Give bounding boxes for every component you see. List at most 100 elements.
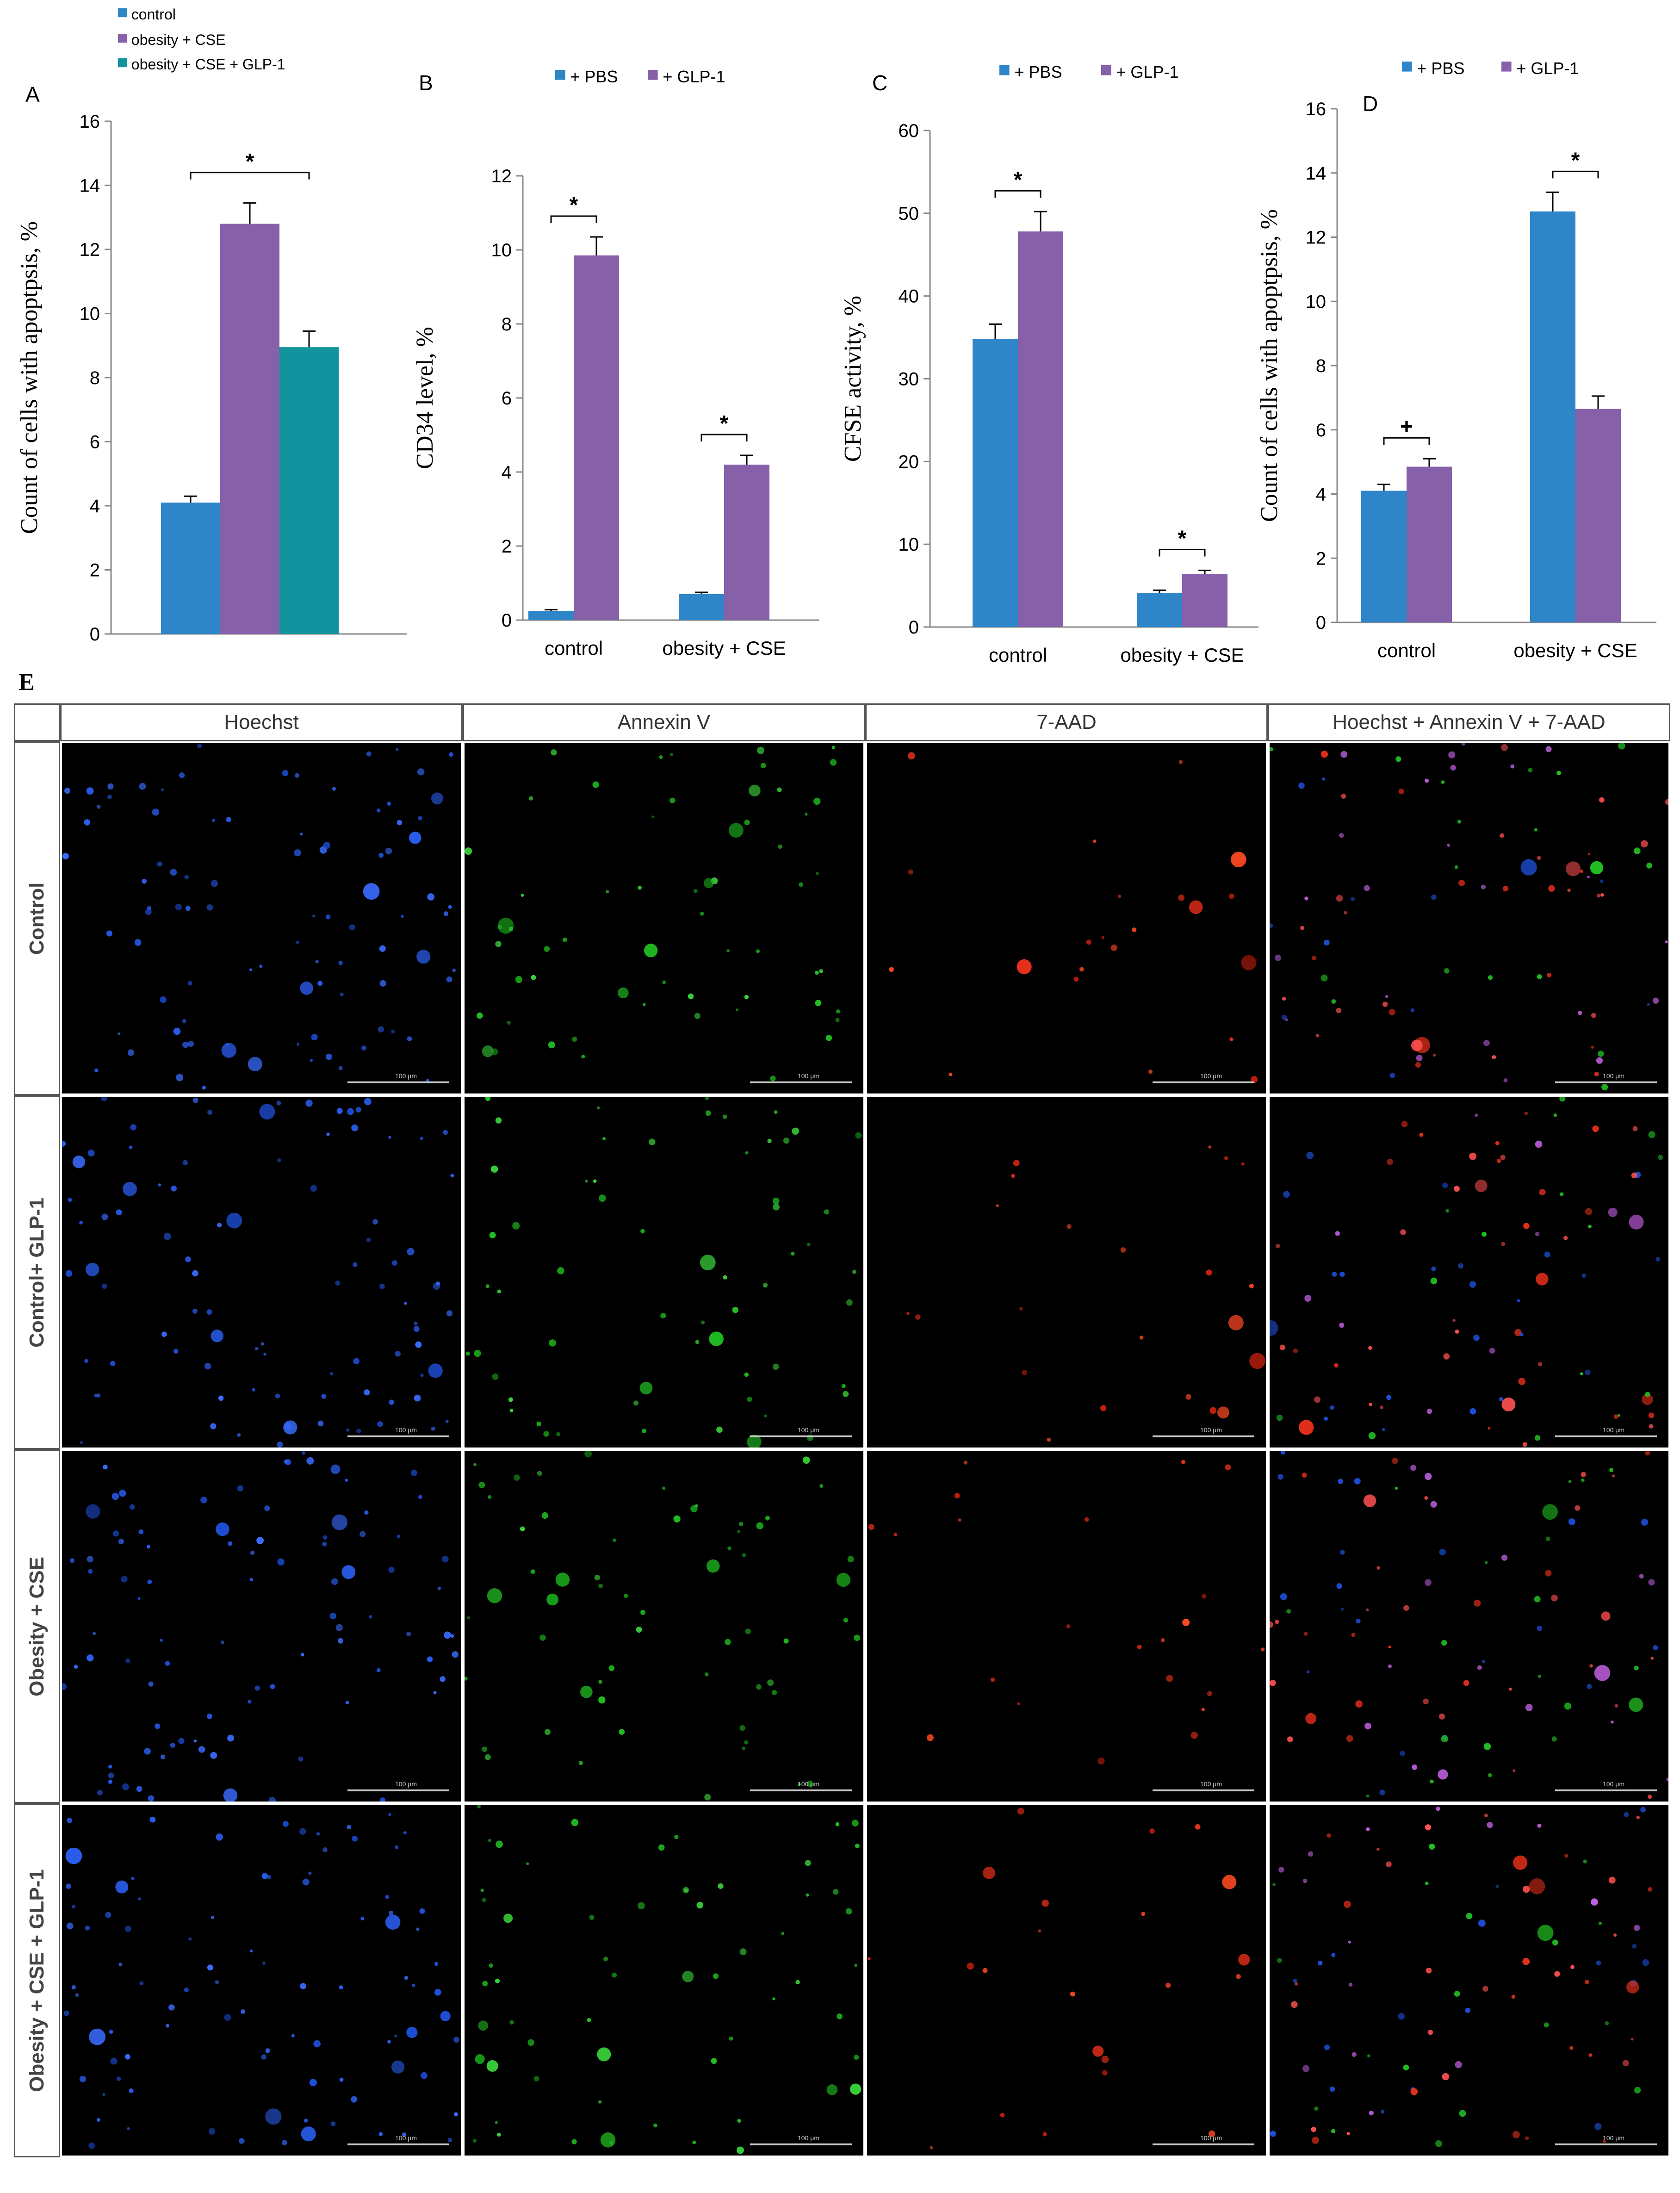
cell-dot: [1587, 1684, 1592, 1690]
cell-dot: [598, 1194, 606, 1202]
cell-dot: [1454, 1991, 1460, 1997]
cell-dot: [1636, 1815, 1640, 1820]
cell-dot: [845, 1908, 852, 1915]
cell-dot: [447, 2137, 453, 2143]
cell-dot: [1224, 1156, 1228, 1161]
cell-dot: [1631, 1172, 1637, 1179]
cell-dot: [756, 949, 760, 953]
cell-dot: [353, 1262, 358, 1267]
cell-dot: [376, 1668, 381, 1672]
cell-dot: [659, 755, 663, 759]
y-tick-label: 4: [1316, 485, 1326, 505]
cell-dot: [486, 2060, 498, 2072]
cell-dot: [541, 1512, 548, 1519]
cell-dot: [448, 905, 452, 909]
cell-dot: [584, 1451, 592, 1458]
cell-dot: [1594, 1665, 1611, 1681]
cell-dot: [1270, 747, 1274, 752]
cell-dot: [1444, 968, 1450, 974]
cell-dot: [322, 1847, 328, 1852]
cell-dot: [418, 816, 422, 821]
cell-dot: [445, 1419, 449, 1423]
cell-dot: [325, 914, 331, 919]
cell-dot: [1410, 2088, 1418, 2095]
cell-dot: [296, 1043, 299, 1046]
significance-marker: +: [1400, 415, 1413, 439]
cell-dot: [1315, 1033, 1320, 1037]
cell-dot: [1551, 1736, 1557, 1742]
cell-dot: [305, 1100, 313, 1107]
cell-dot: [301, 2126, 316, 2142]
cell-dot: [1538, 1362, 1543, 1367]
cell-dot: [1634, 1925, 1640, 1931]
cell-dot: [806, 1780, 813, 1787]
cell-dot: [515, 976, 522, 983]
micrograph: 100 μm: [465, 1097, 863, 1448]
cell-dot: [170, 1742, 175, 1748]
bar: [1182, 574, 1227, 627]
scale-bar-label: 100 μm: [1603, 1072, 1624, 1080]
legend-label: + GLP-1: [1516, 59, 1579, 78]
cell-dot: [1495, 1141, 1500, 1146]
cell-dot: [1300, 926, 1305, 930]
cell-dot: [401, 915, 404, 918]
cell-dot: [347, 1108, 354, 1115]
cell-dot: [781, 1932, 785, 1935]
cell-dot: [598, 1680, 602, 1684]
cell-dot: [548, 1041, 555, 1049]
cell-dot: [1294, 1982, 1298, 1986]
cell-dot: [173, 1348, 179, 1354]
cell-dot: [379, 945, 386, 952]
cell-dot: [1398, 789, 1404, 795]
cell-dot: [1287, 1736, 1293, 1742]
cell-dot: [67, 1818, 73, 1823]
cell-dot: [96, 1393, 101, 1398]
cell-dot: [168, 2004, 175, 2011]
cell-dot: [799, 882, 804, 887]
cell-dot: [129, 1145, 133, 1149]
cell-dot: [1534, 828, 1537, 832]
cell-dot: [397, 1534, 401, 1538]
bar: [1530, 211, 1575, 622]
cell-dot: [760, 763, 766, 769]
cell-dot: [1436, 1807, 1440, 1811]
cell-dot: [954, 1493, 960, 1498]
y-tick-label: 0: [90, 624, 100, 645]
y-tick-label: 40: [899, 286, 919, 307]
cell-dot: [127, 1049, 134, 1056]
cell-dot: [1537, 974, 1542, 979]
cell-dot: [394, 2034, 397, 2038]
cell-dot: [480, 1889, 484, 1892]
cell-dot: [1276, 1414, 1283, 1421]
cell-dot: [1523, 1223, 1530, 1229]
cell-dot: [1019, 1307, 1023, 1311]
legend-label: + PBS: [1014, 62, 1062, 81]
cell-dot: [1590, 861, 1604, 875]
cell-dot: [259, 1104, 275, 1120]
cell-dot: [331, 1514, 347, 1530]
cell-dot: [1529, 1878, 1545, 1895]
cell-dot: [347, 1825, 352, 1830]
cell-dot: [1524, 1112, 1528, 1115]
scale-bar: [347, 2143, 449, 2145]
cell-dot: [1588, 1224, 1592, 1229]
cell-dot: [1302, 1472, 1307, 1478]
cell-dot: [1286, 1609, 1291, 1614]
cell-dot: [158, 1183, 161, 1187]
cell-dot: [378, 2132, 383, 2136]
cell-dot: [1517, 1299, 1520, 1303]
cell-dot: [449, 752, 453, 757]
cell-dot: [389, 1910, 394, 1915]
cell-dot: [105, 1912, 112, 1918]
row-label: Obesity + CSE + GLP-1: [25, 1869, 48, 2092]
cell-dot: [688, 993, 694, 1000]
cell-dot: [1017, 1702, 1020, 1705]
cell-dot: [805, 813, 808, 816]
panel-e-label: E: [19, 669, 35, 696]
cell-dot: [109, 2030, 113, 2034]
cell-dot: [835, 1822, 840, 1826]
cell-dot: [802, 1456, 810, 1464]
chart-panel-c: C 0 10 20 30 40 50 60 CFSE activity, % + PBS + GLP…: [840, 62, 1258, 666]
cell-dot: [161, 1331, 167, 1337]
cell-dot: [450, 1174, 454, 1178]
